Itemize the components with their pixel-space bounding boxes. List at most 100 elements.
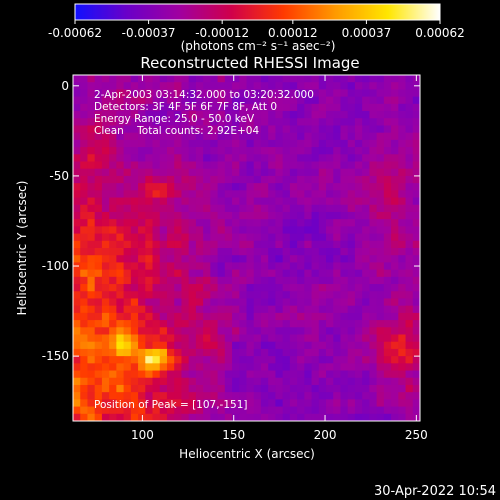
heatmap-cell (253, 125, 262, 134)
heatmap-cell (145, 248, 154, 256)
heatmap-cell (73, 197, 81, 206)
heatmap-cell (333, 96, 342, 105)
heatmap-cell (369, 82, 378, 91)
heatmap-cell (210, 103, 219, 112)
heatmap-cell (311, 298, 320, 307)
heatmap-cell (304, 334, 313, 343)
heatmap-cell (130, 305, 139, 314)
heatmap-cell (80, 255, 89, 264)
heatmap-cell (347, 312, 356, 321)
heatmap-cell (130, 147, 139, 155)
y-tick-label: 0 (61, 79, 69, 93)
heatmap-cell (354, 392, 363, 400)
heatmap-cell (232, 211, 240, 220)
heatmap-cell (297, 413, 305, 421)
heatmap-cell (268, 413, 277, 421)
heatmap-cell (116, 103, 125, 112)
heatmap-cell (94, 255, 103, 264)
heatmap-cell (101, 183, 110, 191)
heatmap-cell (138, 406, 146, 415)
heatmap-cell (116, 312, 125, 321)
heatmap-cell (138, 377, 146, 386)
heatmap-cell (369, 291, 378, 300)
heatmap-cell (138, 276, 146, 285)
heatmap-cell (210, 82, 219, 91)
heatmap-cell (311, 248, 320, 256)
heatmap-cell (210, 327, 219, 336)
heatmap-cell (347, 204, 356, 213)
heatmap-cell (159, 183, 168, 191)
heatmap-cell (362, 406, 370, 415)
heatmap-cell (116, 147, 125, 155)
heatmap-cell (282, 89, 291, 98)
heatmap-cell (123, 226, 132, 235)
heatmap-cell (94, 111, 103, 119)
heatmap-cell (152, 320, 161, 328)
heatmap-cell (412, 269, 420, 278)
heatmap-cell (369, 161, 378, 170)
heatmap-cell (369, 341, 378, 350)
heatmap-cell (391, 269, 399, 278)
heatmap-cell (174, 291, 183, 300)
heatmap-cell (405, 312, 414, 321)
heatmap-cell (347, 377, 356, 386)
heatmap-cell (405, 327, 414, 336)
heatmap-cell (87, 370, 96, 379)
heatmap-cell (340, 96, 349, 105)
heatmap-cell (376, 284, 385, 292)
heatmap-cell (94, 204, 103, 213)
heatmap-cell (340, 348, 349, 357)
heatmap-cell (109, 363, 117, 372)
heatmap-cell (354, 248, 363, 256)
heatmap-cell (275, 125, 284, 134)
heatmap-cell (311, 334, 320, 343)
heatmap-cell (311, 226, 320, 235)
heatmap-cell (224, 161, 233, 170)
heatmap-cell (268, 356, 277, 364)
heatmap-cell (195, 413, 204, 421)
heatmap-cell (87, 139, 96, 148)
heatmap-cell (80, 248, 89, 256)
heatmap-cell (369, 240, 378, 249)
heatmap-cell (362, 111, 370, 119)
x-tick-label: 250 (405, 428, 428, 442)
heatmap-cell (268, 399, 277, 408)
heatmap-cell (123, 276, 132, 285)
heatmap-cell (304, 327, 313, 336)
heatmap-cell (362, 197, 370, 206)
heatmap-cell (246, 305, 255, 314)
heatmap-cell (347, 327, 356, 336)
heatmap-cell (383, 219, 392, 227)
heatmap-cell (260, 139, 269, 148)
heatmap-cell (369, 197, 378, 206)
heatmap-cell (239, 377, 248, 386)
heatmap-cell (80, 161, 89, 170)
heatmap-cell (246, 204, 255, 213)
heatmap-cell (195, 334, 204, 343)
heatmap-cell (354, 341, 363, 350)
heatmap-cell (195, 320, 204, 328)
heatmap-cell (282, 125, 291, 134)
heatmap-cell (297, 363, 305, 372)
heatmap-cell (116, 96, 125, 105)
heatmap-cell (224, 312, 233, 321)
heatmap-cell (101, 298, 110, 307)
heatmap-cell (152, 392, 161, 400)
heatmap-cell (347, 75, 356, 83)
heatmap-cell (188, 320, 197, 328)
heatmap-cell (138, 284, 146, 292)
heatmap-cell (232, 377, 240, 386)
heatmap-cell (333, 363, 342, 372)
heatmap-cell (297, 392, 305, 400)
heatmap-cell (246, 348, 255, 357)
heatmap-cell (210, 334, 219, 343)
heatmap-cell (297, 276, 305, 285)
heatmap-cell (383, 183, 392, 191)
heatmap-cell (239, 305, 248, 314)
heatmap-cell (109, 147, 117, 155)
heatmap-cell (174, 370, 183, 379)
heatmap-cell (116, 89, 125, 98)
heatmap-cell (376, 111, 385, 119)
heatmap-cell (181, 103, 190, 112)
heatmap-cell (203, 384, 211, 393)
